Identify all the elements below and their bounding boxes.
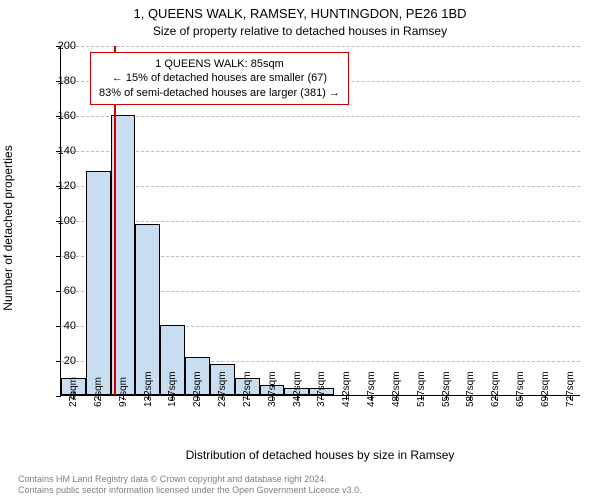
annotation-line-1: 1 QUEENS WALK: 85sqm [99, 57, 340, 71]
y-tick-label: 40 [46, 320, 76, 332]
y-tick-label: 100 [46, 215, 76, 227]
y-tick-label: 80 [46, 250, 76, 262]
y-tick-label: 180 [46, 75, 76, 87]
annotation-box: 1 QUEENS WALK: 85sqm← 15% of detached ho… [90, 52, 349, 105]
annotation-line-2: ← 15% of detached houses are smaller (67… [99, 71, 340, 85]
footer-line-2: Contains public sector information licen… [18, 485, 362, 496]
y-tick-label: 120 [46, 180, 76, 192]
grid-line [61, 46, 580, 47]
x-axis-label: Distribution of detached houses by size … [60, 448, 580, 462]
y-tick-label: 140 [46, 145, 76, 157]
grid-line [61, 151, 580, 152]
histogram-bar [86, 171, 111, 395]
grid-line [61, 221, 580, 222]
y-tick-label: 160 [46, 110, 76, 122]
annotation-line-3: 83% of semi-detached houses are larger (… [99, 86, 340, 100]
chart-page: 1, QUEENS WALK, RAMSEY, HUNTINGDON, PE26… [0, 0, 600, 500]
grid-line [61, 116, 580, 117]
y-axis-label: Number of detached properties [1, 145, 15, 310]
y-tick-label: 60 [46, 285, 76, 297]
grid-line [61, 186, 580, 187]
histogram-bar [135, 224, 160, 396]
y-tick-label: 200 [46, 40, 76, 52]
page-subtitle: Size of property relative to detached ho… [0, 24, 600, 38]
page-title: 1, QUEENS WALK, RAMSEY, HUNTINGDON, PE26… [0, 6, 600, 21]
footer-line-1: Contains HM Land Registry data © Crown c… [18, 474, 362, 485]
y-tick-label: 20 [46, 355, 76, 367]
footer-attribution: Contains HM Land Registry data © Crown c… [18, 474, 362, 496]
